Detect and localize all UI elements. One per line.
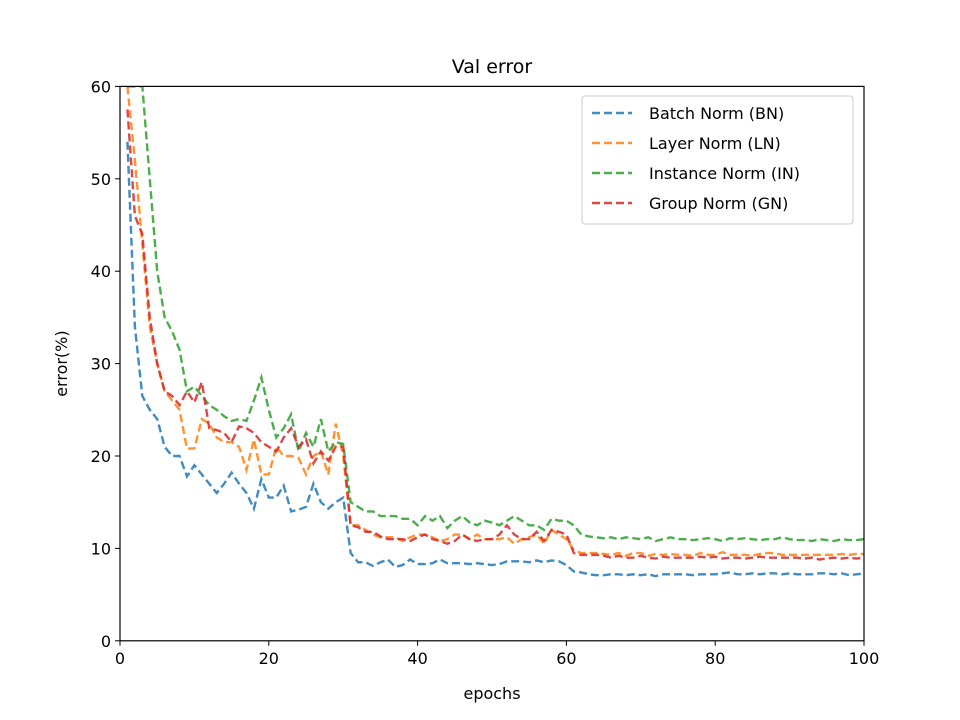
y-tick-label: 0 xyxy=(101,632,111,651)
series-line-1 xyxy=(126,86,864,558)
legend-label: Group Norm (GN) xyxy=(649,194,788,213)
y-axis: 0 10 20 30 40 50 60 xyxy=(91,77,120,651)
y-tick-label: 20 xyxy=(91,447,111,466)
series-line-2 xyxy=(127,86,864,543)
y-tick-label: 40 xyxy=(91,262,111,281)
x-tick-label: 80 xyxy=(705,649,725,668)
chart-title: Val error xyxy=(452,56,533,78)
legend-label: Instance Norm (IN) xyxy=(649,164,800,183)
legend-box xyxy=(581,95,854,225)
x-tick-label: 40 xyxy=(407,649,427,668)
x-tick-label: 60 xyxy=(556,649,576,668)
x-tick-label: 0 xyxy=(115,649,125,668)
y-axis-label: error(%) xyxy=(52,330,71,396)
x-tick-label: 20 xyxy=(259,649,279,668)
legend: Batch Norm (BN) Layer Norm (LN) Instance N… xyxy=(581,95,854,225)
y-tick-label: 60 xyxy=(91,77,111,96)
legend-label: Batch Norm (BN) xyxy=(649,104,784,123)
y-tick-label: 30 xyxy=(91,355,111,374)
y-tick-label: 50 xyxy=(91,170,111,189)
x-tick-label: 100 xyxy=(849,649,880,668)
series-line-0 xyxy=(126,141,864,578)
x-axis-label: epochs xyxy=(463,684,520,703)
series-layer xyxy=(126,86,864,578)
y-tick-label: 10 xyxy=(91,539,111,558)
series-line-3 xyxy=(126,109,864,561)
x-axis: 0 20 40 60 80 100 xyxy=(115,640,880,668)
legend-label: Layer Norm (LN) xyxy=(649,134,781,153)
